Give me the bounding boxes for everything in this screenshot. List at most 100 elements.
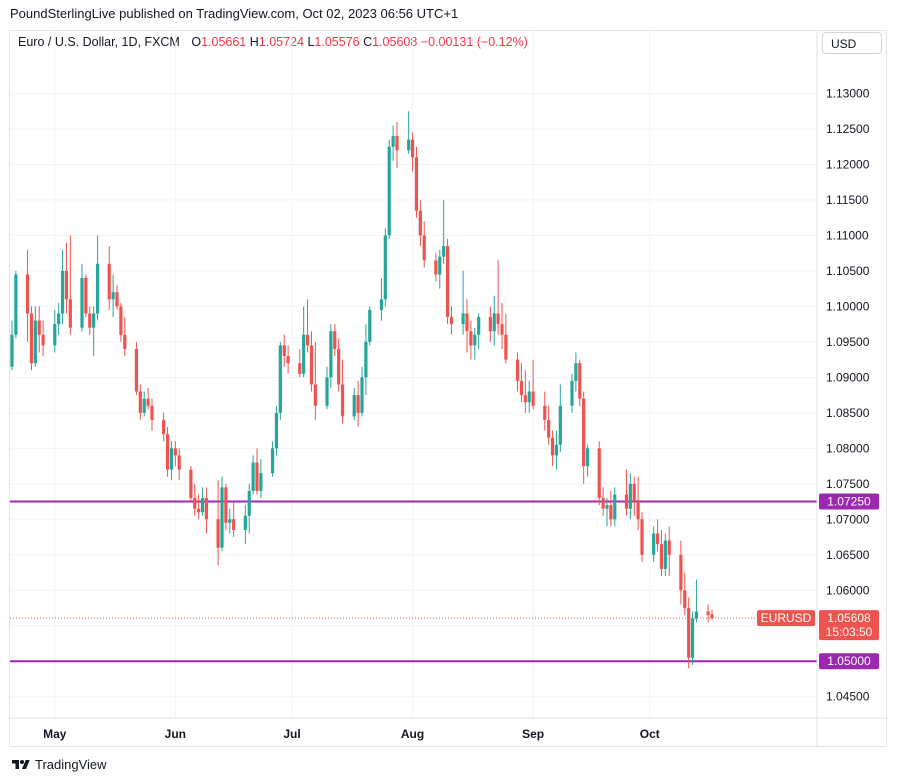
candle <box>325 366 329 410</box>
candle-body <box>360 377 364 413</box>
candle-body <box>88 313 92 328</box>
currency-button[interactable]: USD <box>822 32 882 54</box>
x-tick-label: Oct <box>640 727 660 741</box>
x-tick-label: Jun <box>165 727 186 741</box>
candle-body <box>53 324 57 346</box>
candle <box>84 274 88 318</box>
candle <box>228 508 232 534</box>
candle <box>690 611 695 665</box>
candle-body <box>37 320 41 335</box>
candle-body <box>504 334 508 360</box>
candle <box>313 341 317 420</box>
candle-body <box>255 462 259 491</box>
candle-body <box>570 380 574 406</box>
candle <box>687 597 691 669</box>
footer-brand[interactable]: TradingView <box>35 757 107 772</box>
candle <box>364 324 368 396</box>
candle-body <box>337 348 341 385</box>
candle-body <box>383 235 387 300</box>
candle <box>706 604 710 623</box>
candle-body <box>282 345 286 357</box>
candle <box>337 338 341 392</box>
candle <box>177 448 181 481</box>
candle-body <box>531 391 535 406</box>
x-tick-label: Jul <box>283 727 300 741</box>
candle-body <box>251 462 255 491</box>
candle <box>232 501 236 538</box>
candle <box>407 111 411 154</box>
candle-body <box>395 136 399 151</box>
y-tick-label: 1.06500 <box>826 548 870 562</box>
candle <box>282 334 286 367</box>
horizontal-lines <box>10 500 817 663</box>
countdown-label: 15:03:50 <box>826 625 873 639</box>
x-tick-label: Aug <box>401 727 424 741</box>
candle <box>582 391 586 484</box>
candle <box>37 306 41 353</box>
candle-body <box>274 412 279 449</box>
candle <box>29 306 34 371</box>
candle <box>410 132 415 172</box>
candle <box>216 480 220 566</box>
candle <box>492 295 496 346</box>
candle <box>477 313 481 349</box>
candle-body <box>200 498 205 513</box>
candle <box>41 320 45 357</box>
candle-body <box>33 320 37 364</box>
candle <box>694 579 699 623</box>
candle <box>543 391 547 431</box>
candle-body <box>527 391 531 403</box>
footer: TradingView <box>12 757 107 772</box>
candle <box>383 228 387 307</box>
candle <box>302 306 306 378</box>
candle-body <box>92 313 96 328</box>
candle-body <box>333 331 337 349</box>
candle <box>636 476 640 530</box>
candle <box>138 384 142 420</box>
candle-body <box>162 419 166 435</box>
candle-body <box>582 398 586 467</box>
candle-body <box>41 334 45 346</box>
open-label: O <box>191 35 202 49</box>
candle <box>107 246 111 310</box>
change-value: −0.00131 (−0.12%) <box>420 35 528 49</box>
y-tick-label: 1.07500 <box>826 477 870 491</box>
symbol-label[interactable]: Euro / U.S. Dollar, 1D, FXCM <box>18 35 180 49</box>
candle-body <box>368 309 372 342</box>
y-tick-label: 1.04500 <box>826 690 870 704</box>
candle <box>162 412 166 442</box>
candle-body <box>613 494 617 520</box>
candle <box>605 498 609 527</box>
candle-body <box>628 483 632 509</box>
candle <box>119 302 123 342</box>
candle <box>204 487 209 534</box>
candle-body <box>305 334 310 346</box>
y-tick-label: 1.09500 <box>826 335 870 349</box>
candle <box>652 526 656 562</box>
candle-body <box>80 278 84 328</box>
candle-body <box>95 263 100 314</box>
candle-body <box>57 313 61 325</box>
candle <box>60 249 65 325</box>
candle <box>438 249 442 289</box>
candle <box>527 380 531 413</box>
candle <box>550 430 555 467</box>
candle-body <box>500 324 504 335</box>
level-tag <box>819 653 879 670</box>
candle-body <box>123 334 127 349</box>
publisher-line: PoundSterlingLive published on TradingVi… <box>10 6 459 21</box>
candle <box>25 249 30 342</box>
chart-frame <box>9 30 887 747</box>
candle-body <box>624 494 629 509</box>
candle-body <box>547 419 551 438</box>
candle <box>683 572 687 616</box>
candle-body <box>609 505 613 520</box>
candle-body <box>550 437 555 456</box>
candle <box>570 373 574 413</box>
candle-body <box>585 448 590 467</box>
candle-body <box>659 544 664 569</box>
candle <box>329 324 333 388</box>
symbol-tag-label: EURUSD <box>761 611 812 625</box>
close-label: C <box>363 35 373 49</box>
